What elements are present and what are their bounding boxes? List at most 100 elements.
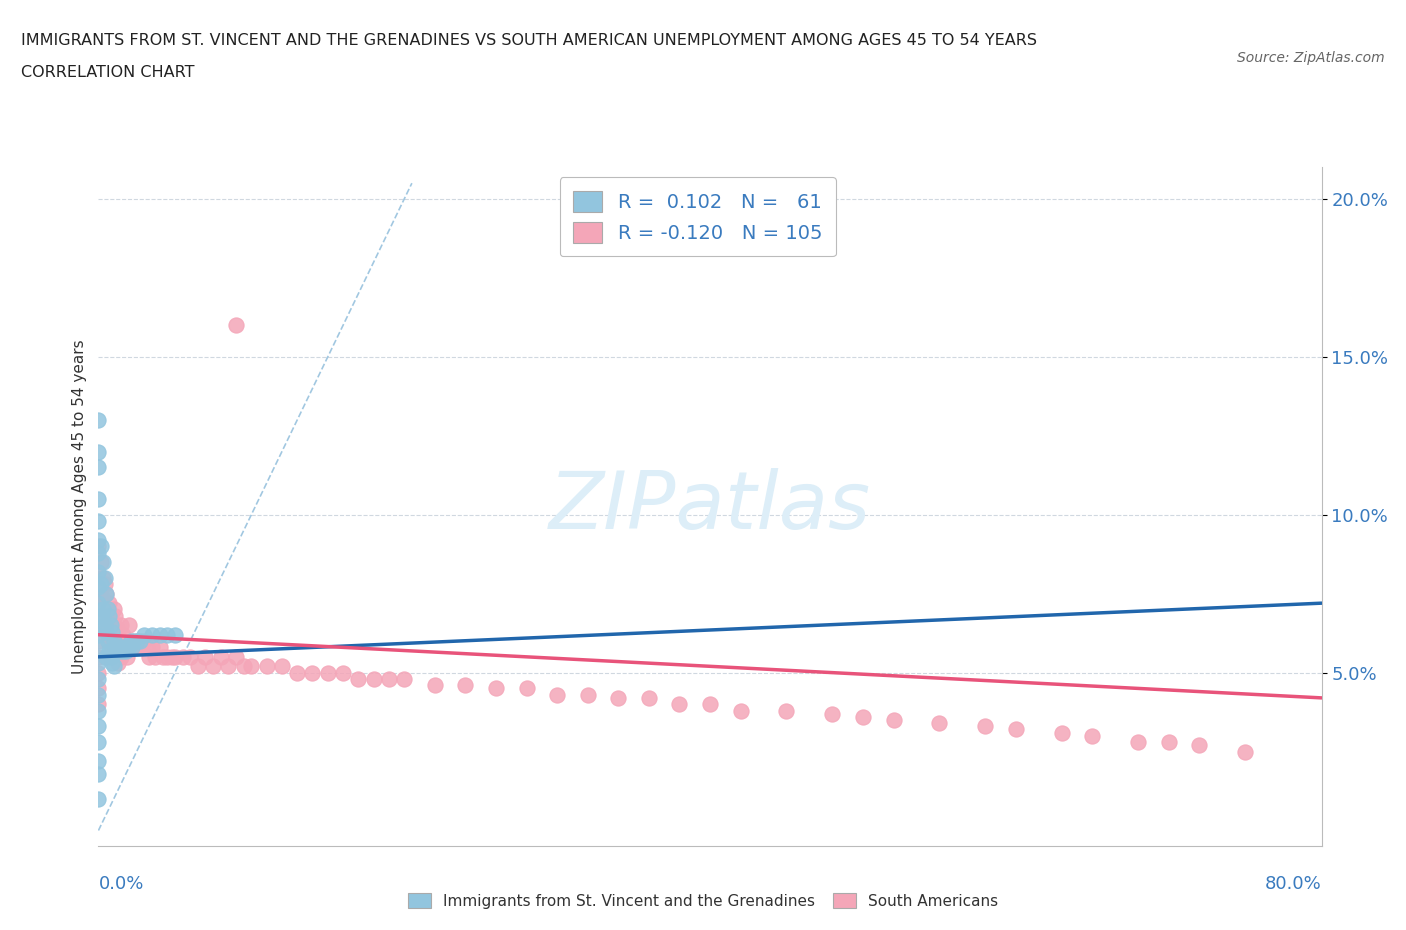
Point [94,618,117,632]
Point [1128,735,1150,750]
Point [112,633,135,648]
Point [94,649,117,664]
Point [363,671,385,686]
Point [120,633,142,648]
Point [87,618,110,632]
Point [285,665,308,680]
Point [87,735,110,750]
Point [93,618,115,632]
Point [125,633,148,648]
Point [129,640,152,655]
Point [156,649,179,664]
Point [87,753,110,768]
Point [122,633,145,648]
Point [103,649,125,664]
Point [607,690,630,705]
Point [576,687,599,702]
Point [87,538,110,553]
Point [134,628,156,643]
Point [928,716,950,731]
Point [1050,725,1073,740]
Point [209,649,232,664]
Point [118,618,141,632]
Point [93,608,115,623]
Point [94,624,117,639]
Point [87,633,110,648]
Point [668,697,690,711]
Point [93,577,115,591]
Point [87,640,110,655]
Point [121,633,143,648]
Point [111,628,134,643]
Text: Source: ZipAtlas.com: Source: ZipAtlas.com [1237,51,1385,65]
Point [156,628,179,643]
Point [100,640,122,655]
Point [974,719,997,734]
Point [149,640,172,655]
Point [98,608,121,623]
Point [91,570,114,585]
Point [105,643,128,658]
Point [97,602,120,617]
Point [316,665,339,680]
Point [97,633,120,648]
Point [87,492,110,507]
Point [87,612,110,627]
Point [852,710,875,724]
Point [392,671,416,686]
Point [108,633,131,648]
Point [101,618,124,632]
Point [1234,744,1257,759]
Point [112,640,135,655]
Point [90,608,112,623]
Point [202,658,225,673]
Point [94,649,117,664]
Point [87,580,110,595]
Point [100,618,122,632]
Point [87,791,110,806]
Point [87,460,110,475]
Point [87,697,110,711]
Point [94,586,117,601]
Point [1188,737,1211,752]
Point [87,596,110,611]
Point [141,628,163,643]
Point [87,703,110,718]
Point [87,586,110,601]
Legend: R =  0.102   N =   61, R = -0.120   N = 105: R = 0.102 N = 61, R = -0.120 N = 105 [560,177,837,257]
Point [87,687,110,702]
Point [179,649,201,664]
Point [90,586,112,601]
Point [256,658,278,673]
Point [111,643,134,658]
Point [90,577,112,591]
Point [138,649,160,664]
Point [332,665,354,680]
Point [128,633,150,648]
Point [104,640,127,655]
Point [1081,728,1104,743]
Point [378,671,401,686]
Point [105,649,128,664]
Point [118,640,141,655]
Point [730,703,752,718]
Point [516,681,538,696]
Point [87,513,110,528]
Point [107,656,129,671]
Y-axis label: Unemployment Among Ages 45 to 54 years: Unemployment Among Ages 45 to 54 years [72,339,87,674]
Point [160,649,183,664]
Point [91,602,114,617]
Point [91,602,114,617]
Point [87,413,110,428]
Point [637,690,661,705]
Point [87,671,110,686]
Point [87,533,110,548]
Point [87,570,110,585]
Point [87,649,110,664]
Point [101,649,124,664]
Point [883,712,905,727]
Point [103,633,125,648]
Text: 80.0%: 80.0% [1265,874,1322,893]
Point [134,633,156,648]
Point [107,640,129,655]
